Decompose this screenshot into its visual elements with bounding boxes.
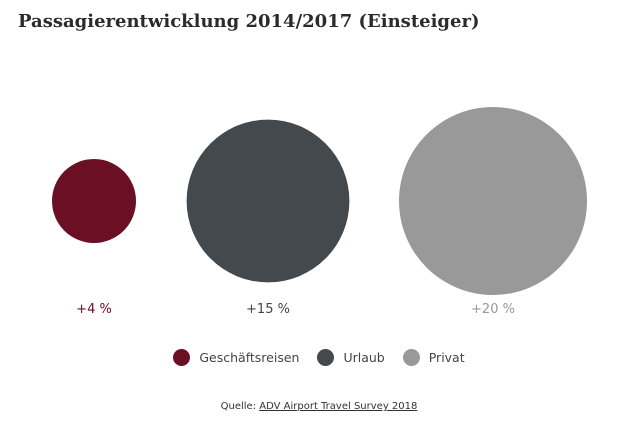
legend-item-privat[interactable]: Privat [402, 349, 465, 366]
chart-legend: Geschäftsreisen Urlaub Privat [0, 349, 638, 366]
legend-label: Urlaub [343, 350, 385, 365]
legend-label: Geschäftsreisen [199, 350, 300, 365]
source-note: Quelle: ADV Airport Travel Survey 2018 [0, 401, 638, 412]
legend-swatch [173, 349, 191, 366]
legend-label: Privat [428, 350, 465, 365]
bubble-urlaub[interactable] [186, 119, 350, 283]
chart-title: Passagierentwicklung 2014/2017 (Einsteig… [18, 11, 480, 32]
bubble-privat[interactable] [399, 107, 587, 295]
data-label: +4 % [76, 302, 112, 317]
data-label: +15 % [246, 302, 290, 317]
legend-swatch [402, 349, 420, 366]
legend-item-urlaub[interactable]: Urlaub [317, 349, 385, 366]
data-label: +20 % [471, 302, 515, 317]
source-link[interactable]: ADV Airport Travel Survey 2018 [259, 401, 418, 412]
legend-swatch [317, 349, 335, 366]
legend-item-geschaeftsreisen[interactable]: Geschäftsreisen [173, 349, 299, 366]
source-prefix: Quelle: [220, 401, 260, 412]
bubble-gesch-ftsreisen[interactable] [52, 159, 136, 243]
